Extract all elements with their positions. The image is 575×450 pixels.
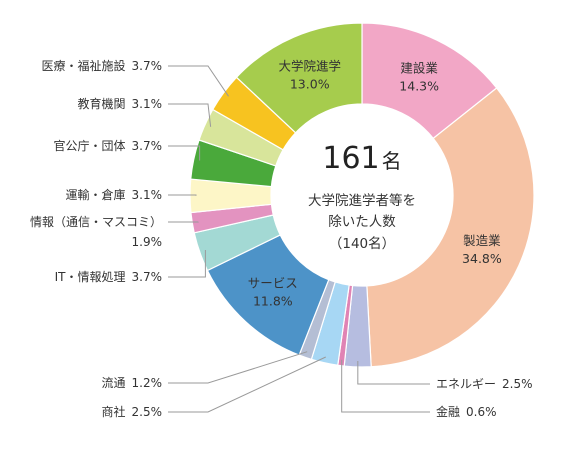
slice-2-name-label: 製造業	[463, 233, 501, 248]
slice-10-name-label: 運輸・倉庫	[65, 187, 125, 202]
slice-3-name-label: エネルギー	[436, 377, 496, 391]
slice-10-value-label: 3.1%	[132, 188, 163, 202]
slice-3-leader	[357, 360, 430, 385]
slice-9-name-label: 情報（通信・マスコミ）	[30, 215, 162, 229]
slice-2-wedge	[366, 87, 535, 368]
slice-12-value-label: 3.1%	[132, 97, 163, 111]
slice-1-name-label: 建設業	[400, 61, 438, 76]
slice-9-value-label: 1.9%	[132, 235, 163, 249]
slice-12-name-label: 教育機関	[77, 96, 125, 111]
slice-3-label: エネルギー 2.5%	[436, 377, 533, 391]
slice-7-name-label: サービス	[248, 276, 298, 291]
slice-10-label: 運輸・倉庫 3.1%	[65, 187, 162, 202]
slice-10-leader	[168, 194, 197, 196]
slice-3-value-label: 2.5%	[502, 377, 533, 391]
slice-5-name-label: 商社	[101, 404, 125, 419]
slice-13-leader	[168, 65, 229, 97]
center-label: 161 名 大学院進学者等を 除いた人数 （140名）	[308, 141, 416, 252]
slice-13-label: 医療・福祉施設 3.7%	[41, 58, 162, 73]
slice-13-value-label: 3.7%	[132, 59, 163, 73]
center-caption-line1: 大学院進学者等を	[308, 192, 416, 209]
donut-slices	[189, 22, 535, 368]
center-caption-line2: 除いた人数	[328, 214, 396, 230]
slice-7-value-label: 11.8%	[253, 294, 293, 309]
slice-6-value-label: 1.2%	[132, 376, 163, 390]
slice-8-label: IT・情報処理 3.7%	[55, 270, 162, 284]
slice-2-value-label: 34.8%	[462, 251, 502, 266]
center-caption-line3: （140名）	[329, 236, 395, 252]
slice-12-leader	[168, 103, 212, 127]
slice-14-value-label: 13.0%	[290, 76, 330, 91]
slice-8-name-label: IT・情報処理	[55, 270, 126, 284]
slice-1-value-label: 14.3%	[399, 79, 439, 94]
center-unit: 名	[382, 149, 402, 173]
slice-13-name-label: 医療・福祉施設	[41, 58, 125, 73]
slice-6-leader	[168, 351, 308, 384]
slice-11-leader	[168, 145, 201, 161]
slice-14-wedge	[235, 22, 363, 134]
slice-11-value-label: 3.7%	[132, 139, 163, 153]
center-total: 161	[322, 141, 379, 176]
slice-5-value-label: 2.5%	[132, 405, 163, 419]
slice-6-label: 流通 1.2%	[101, 376, 162, 390]
slice-4-leader	[341, 359, 430, 413]
slice-8-leader	[168, 250, 206, 278]
slice-4-name-label: 金融	[436, 404, 460, 419]
slice-8-value-label: 3.7%	[132, 270, 163, 284]
slice-4-value-label: 0.6%	[466, 405, 497, 419]
slice-11-name-label: 官公庁・団体	[53, 138, 125, 153]
slice-4-label: 金融 0.6%	[436, 404, 497, 419]
slice-12-label: 教育機関 3.1%	[77, 96, 162, 111]
slice-11-label: 官公庁・団体 3.7%	[53, 138, 162, 153]
slice-14-name-label: 大学院進学	[278, 58, 341, 73]
slice-6-name-label: 流通	[101, 376, 125, 390]
leader-lines	[168, 65, 430, 413]
slice-labels: 建設業 14.3% 製造業 34.8% エネルギー 2.5% 金融 0.6% 商社 2.5% 流通 1…	[30, 58, 533, 419]
slice-5-label: 商社 2.5%	[101, 404, 162, 419]
slice-5-leader	[168, 356, 326, 413]
